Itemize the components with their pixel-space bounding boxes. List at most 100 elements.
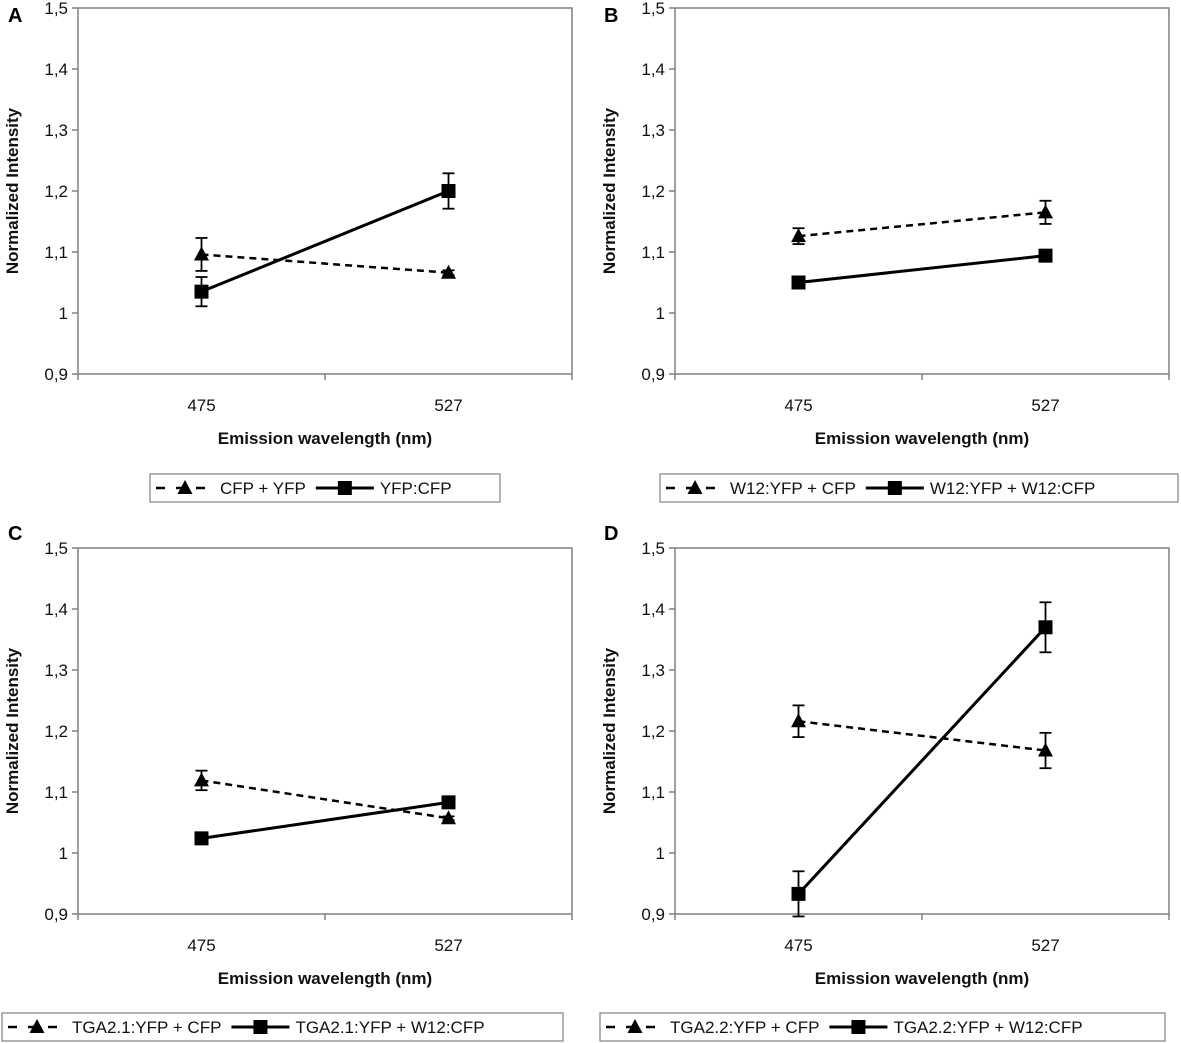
series-dashed (791, 704, 1053, 770)
series-dashed (791, 199, 1053, 245)
x-axis-title: Emission wavelength (nm) (218, 429, 432, 448)
y-tick-label: 0,9 (641, 365, 665, 384)
y-tick-label: 1,1 (44, 783, 68, 802)
y-tick-label: 1,5 (44, 0, 68, 18)
legend-label: TGA2.2:YFP + W12:CFP (893, 1018, 1082, 1037)
series-line (798, 211, 1046, 238)
series-line (201, 779, 449, 820)
y-tick-label: 1 (59, 844, 68, 863)
data-point-triangle (1038, 204, 1053, 219)
y-tick-label: 0,9 (44, 905, 68, 924)
panel-label: B (604, 5, 618, 27)
y-tick-label: 1,3 (641, 121, 665, 140)
y-axis-title: Normalized Intensity (600, 107, 619, 274)
series-line (798, 719, 1046, 752)
legend: CFP + YFP YFP:CFP (149, 473, 501, 503)
panel-label: C (8, 523, 22, 545)
plot-area (674, 7, 1170, 375)
legend: W12:YFP + CFP W12:YFP + W12:CFP (659, 473, 1179, 503)
legend-label: YFP:CFP (380, 479, 452, 498)
legend-label: TGA2.1:YFP + W12:CFP (295, 1018, 484, 1037)
series-solid (194, 172, 456, 308)
x-tick-label: 475 (784, 936, 812, 955)
data-point-square (1038, 248, 1053, 263)
data-point-square (791, 886, 806, 901)
legend: TGA2.1:YFP + CFP TGA2.1:YFP + W12:CFP (1, 1012, 564, 1042)
x-tick-label: 527 (1031, 936, 1059, 955)
series-dashed (194, 769, 456, 825)
y-tick-label: 1 (656, 304, 665, 323)
legend-label: TGA2.2:YFP + CFP (670, 1018, 819, 1037)
data-point-square (194, 831, 209, 846)
data-point-square (441, 795, 456, 810)
data-point-triangle (1038, 742, 1053, 757)
y-tick-label: 1,5 (641, 0, 665, 18)
y-tick-label: 1,5 (44, 539, 68, 558)
series-dashed (194, 237, 456, 279)
y-tick-label: 1,3 (641, 661, 665, 680)
series-line (201, 800, 449, 840)
legend-square-marker (851, 1020, 866, 1034)
y-tick-label: 0,9 (44, 365, 68, 384)
legend-square-marker (253, 1020, 268, 1034)
data-point-triangle (791, 713, 806, 728)
y-tick-label: 1,1 (641, 243, 665, 262)
series-solid (791, 248, 1053, 290)
data-point-square (441, 184, 456, 198)
plot-area (674, 547, 1170, 915)
y-tick-label: 1,2 (44, 182, 68, 201)
series-line (200, 189, 450, 294)
legend-label: CFP + YFP (220, 479, 306, 498)
y-tick-label: 1,3 (44, 121, 68, 140)
x-tick-label: 475 (187, 396, 215, 415)
y-tick-label: 1,4 (44, 600, 68, 619)
x-tick-label: 475 (784, 396, 812, 415)
legend-label: W12:YFP + CFP (730, 479, 856, 498)
y-tick-label: 1,2 (641, 182, 665, 201)
legend-square-marker (887, 481, 902, 495)
y-tick-label: 1 (656, 844, 665, 863)
plot-area (77, 547, 573, 915)
y-tick-label: 1,1 (641, 783, 665, 802)
x-axis-title: Emission wavelength (nm) (218, 969, 432, 988)
panel-label: A (8, 5, 22, 27)
data-point-triangle (194, 772, 209, 787)
y-tick-label: 1,4 (641, 60, 665, 79)
data-point-triangle (441, 810, 456, 825)
panel-label: D (604, 523, 618, 545)
legend-label: TGA2.1:YFP + CFP (72, 1018, 221, 1037)
legend: TGA2.2:YFP + CFP TGA2.2:YFP + W12:CFP (599, 1012, 1166, 1042)
y-tick-label: 0,9 (641, 905, 665, 924)
y-tick-label: 1,4 (44, 60, 68, 79)
data-point-square (194, 284, 209, 299)
y-tick-label: 1,2 (641, 722, 665, 741)
series-solid (791, 601, 1053, 918)
legend-triangle-marker (29, 1019, 45, 1033)
legend-square-marker (337, 481, 352, 495)
legend-label: W12:YFP + W12:CFP (930, 479, 1095, 498)
data-point-triangle (194, 246, 209, 261)
y-axis-title: Normalized Intensity (3, 107, 22, 274)
y-axis-title: Normalized Intensity (600, 647, 619, 814)
y-tick-label: 1 (59, 304, 68, 323)
data-point-triangle (441, 264, 456, 279)
x-tick-label: 527 (434, 936, 462, 955)
x-tick-label: 527 (434, 396, 462, 415)
data-point-square (1038, 620, 1053, 635)
x-tick-label: 475 (187, 936, 215, 955)
series-line (798, 254, 1046, 284)
x-axis-title: Emission wavelength (nm) (815, 429, 1029, 448)
legend-triangle-marker (177, 480, 193, 494)
y-tick-label: 1,5 (641, 539, 665, 558)
series-line (201, 253, 449, 274)
legend-triangle-marker (627, 1019, 643, 1033)
data-point-square (791, 275, 806, 290)
y-tick-label: 1,1 (44, 243, 68, 262)
plot-area (77, 7, 573, 375)
y-tick-label: 1,3 (44, 661, 68, 680)
